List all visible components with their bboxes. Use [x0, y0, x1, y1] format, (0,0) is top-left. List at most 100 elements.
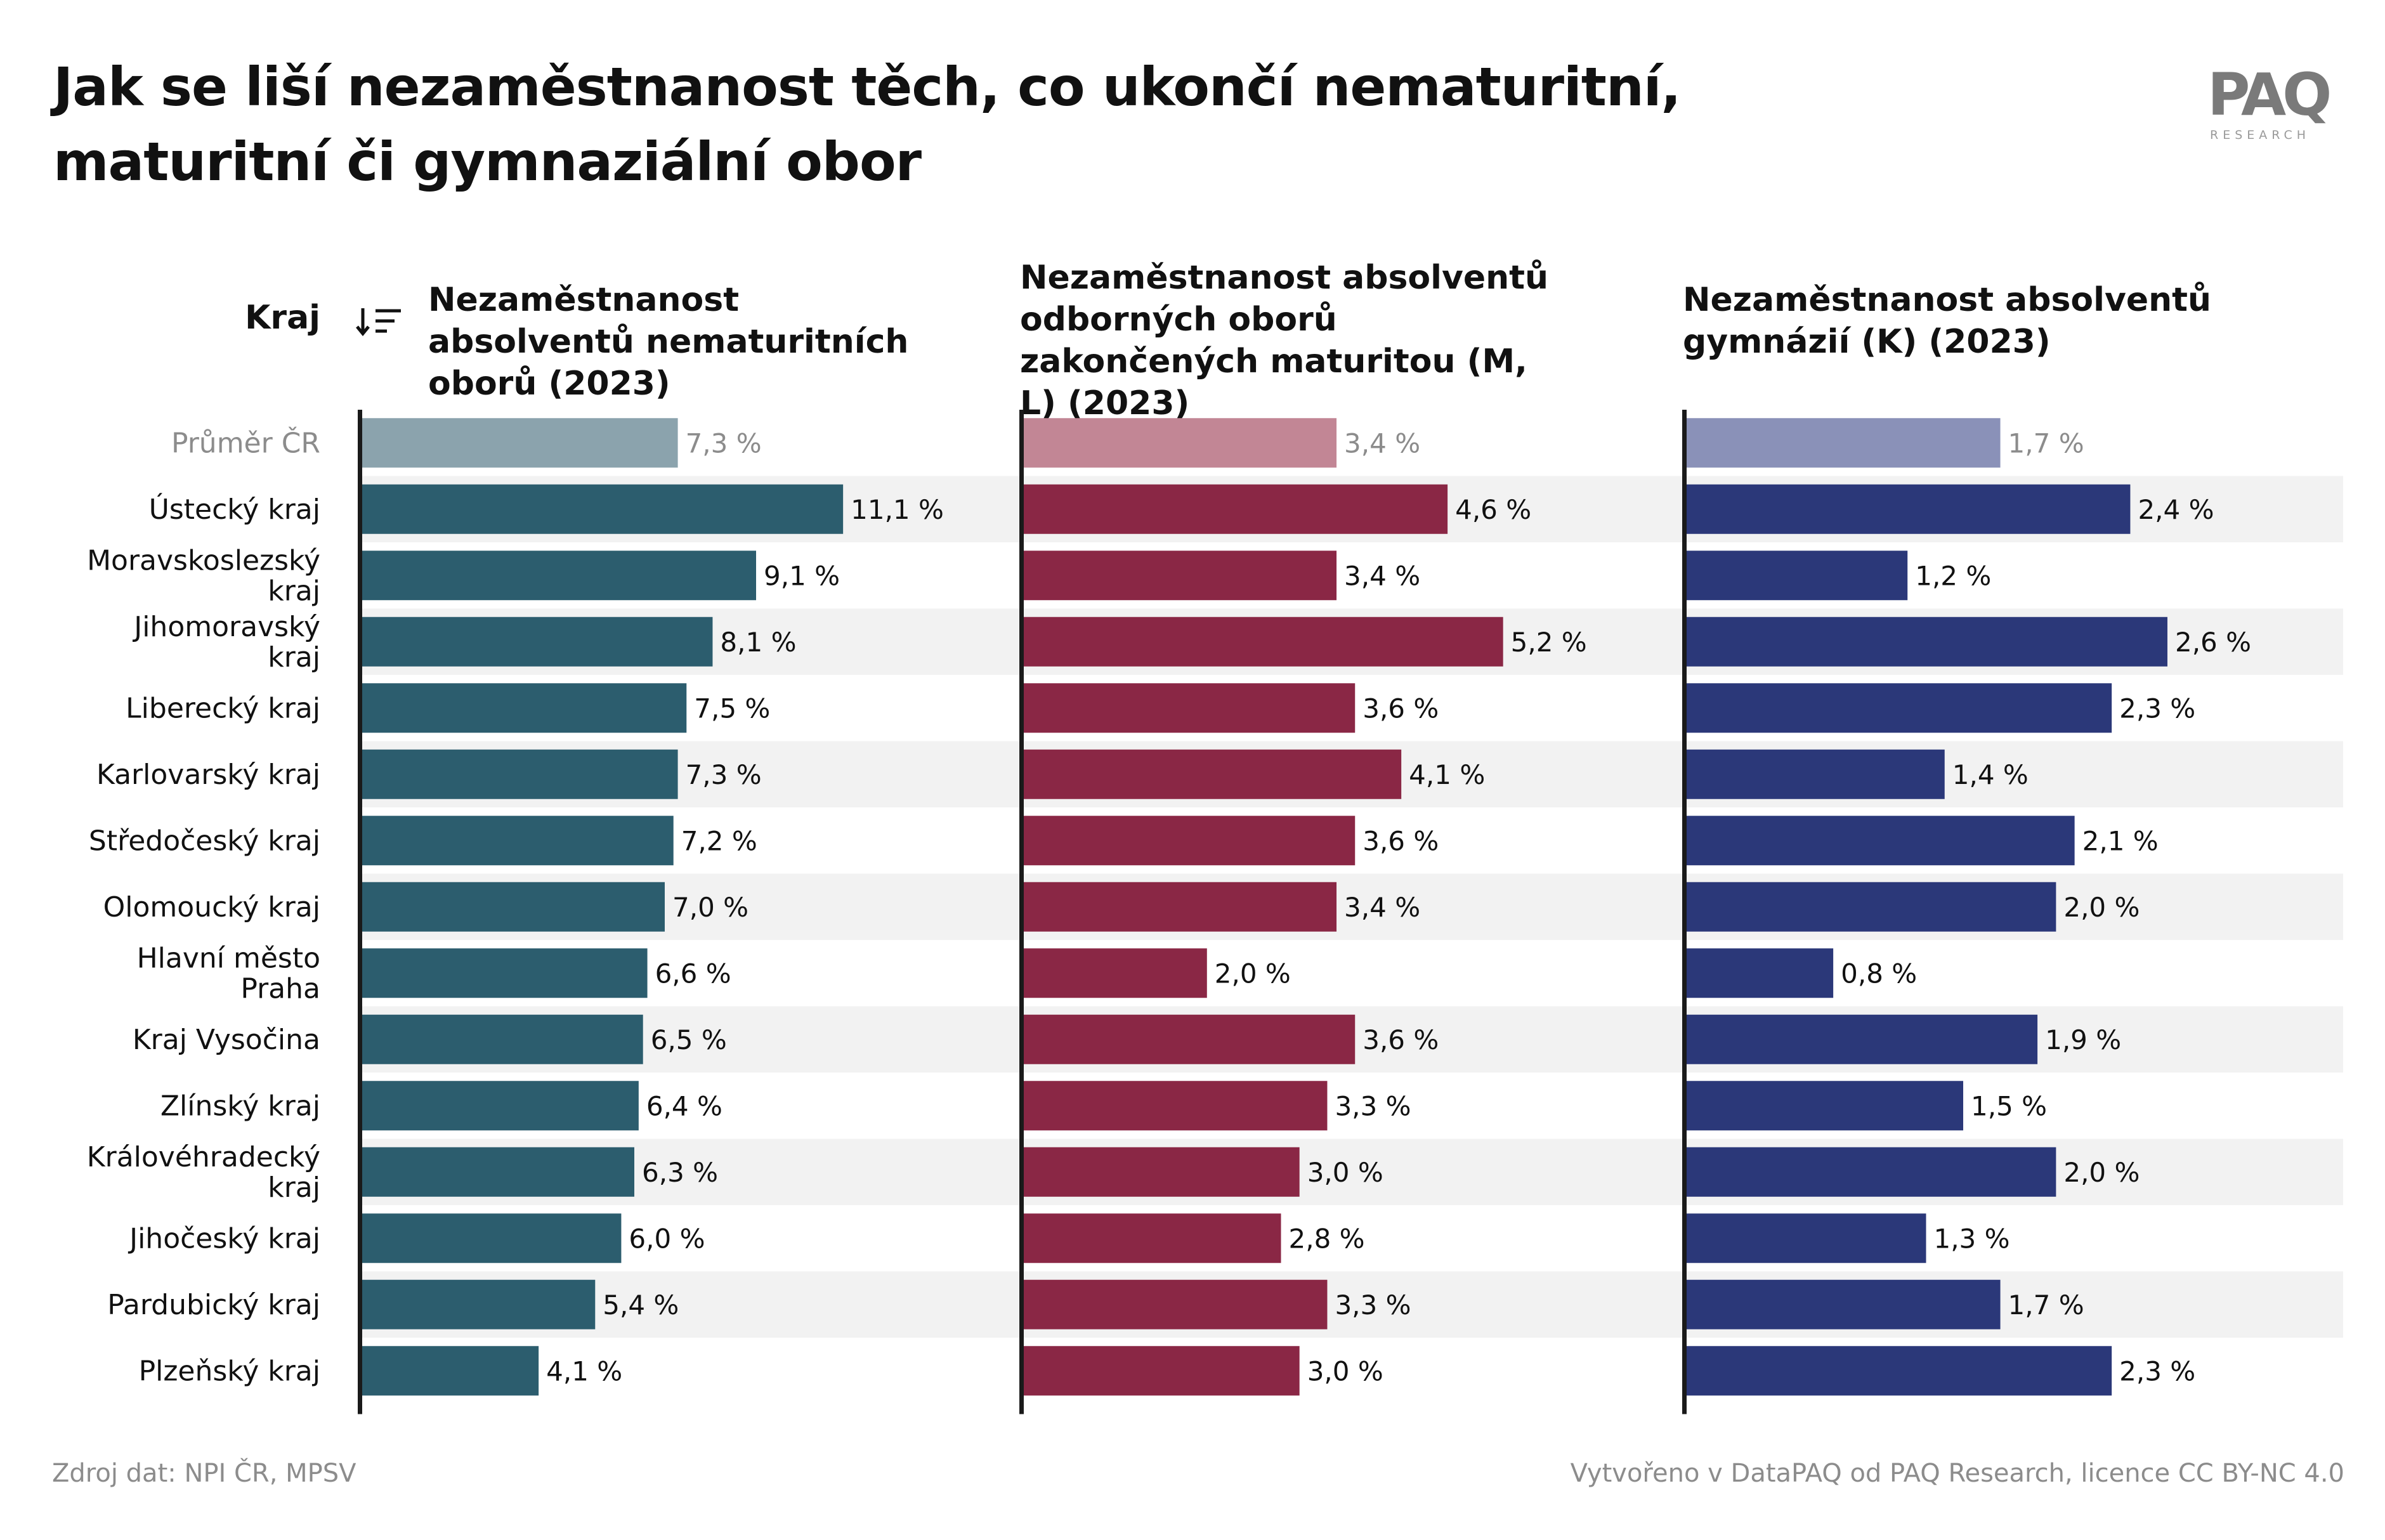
series-header-gymnazia: Nezaměstnanost absolventů gymnázií (K) (…: [1683, 281, 2212, 361]
value-label: 5,4 %: [603, 1289, 679, 1321]
category-label: Středočeský kraj: [89, 825, 320, 857]
bar: [1022, 418, 1337, 468]
bar: [360, 1081, 639, 1131]
value-label: 6,5 %: [651, 1024, 727, 1055]
bar: [1685, 749, 1945, 799]
value-label: 4,1 %: [546, 1355, 622, 1387]
category-label: Moravskoslezský kraj: [87, 544, 320, 607]
value-label: 1,7 %: [2008, 1289, 2084, 1321]
value-label: 1,9 %: [2045, 1024, 2121, 1055]
value-label: 6,4 %: [646, 1090, 722, 1121]
bar: [1022, 816, 1356, 866]
axis-line: [1019, 410, 1024, 1414]
bar: [1685, 882, 2056, 932]
category-label: Kraj Vysočina: [133, 1024, 320, 1056]
bar: [1685, 1279, 2001, 1329]
value-label: 1,5 %: [1971, 1090, 2047, 1121]
value-label: 9,1 %: [764, 560, 840, 591]
value-label: 3,6 %: [1362, 825, 1439, 856]
value-label: 3,3 %: [1335, 1090, 1411, 1121]
bar: [1685, 617, 2167, 667]
bar: [360, 418, 678, 468]
value-label: 2,8 %: [1289, 1223, 1365, 1254]
bar: [1685, 1014, 2038, 1064]
paq-research-logo: PAQ RESEARCH: [2207, 63, 2341, 149]
value-label: 3,4 %: [1344, 560, 1420, 591]
value-label: 8,1 %: [720, 627, 796, 658]
category-label: Pardubický kraj: [107, 1289, 320, 1321]
value-label: 3,6 %: [1362, 693, 1439, 724]
bar: [1022, 551, 1337, 601]
bar: [1022, 1346, 1300, 1396]
value-label: 2,1 %: [2082, 825, 2159, 856]
value-label: 3,3 %: [1335, 1289, 1411, 1321]
category-label: Ústecký kraj: [149, 492, 320, 526]
bar: [360, 1346, 539, 1396]
value-label: 2,3 %: [2119, 1355, 2195, 1387]
bar: [1685, 1147, 2056, 1197]
series-header-maturitni: Nezaměstnanost absolventů odborných obor…: [1020, 259, 1549, 422]
category-label: Plzeňský kraj: [139, 1355, 320, 1387]
category-label: Jihočeský kraj: [127, 1222, 320, 1255]
axis-line: [358, 410, 362, 1414]
value-label: 2,0 %: [1215, 958, 1291, 989]
bar: [1685, 1346, 2112, 1396]
bar: [1685, 418, 2001, 468]
bar: [1685, 816, 2075, 866]
value-label: 3,6 %: [1362, 1024, 1439, 1055]
bar: [1685, 1081, 1964, 1131]
kraj-column-header: Kraj: [245, 299, 320, 337]
logo-subtext: RESEARCH: [2210, 128, 2311, 142]
category-label: Průměr ČR: [171, 426, 320, 459]
bar: [360, 484, 844, 534]
sort-descending-icon[interactable]: [355, 303, 406, 341]
category-label: Karlovarský kraj: [96, 759, 320, 791]
bar: [1022, 1147, 1300, 1197]
bar: [1022, 1014, 1356, 1064]
bar: [1022, 749, 1402, 799]
bar: [360, 1279, 596, 1329]
value-label: 6,3 %: [642, 1157, 718, 1188]
bar: [360, 1014, 643, 1064]
value-label: 2,0 %: [2063, 892, 2140, 923]
category-label: Hlavní město Praha: [137, 942, 320, 1005]
bar: [1022, 948, 1207, 998]
value-label: 2,0 %: [2063, 1157, 2140, 1188]
value-label: 1,4 %: [1952, 759, 2029, 790]
value-label: 11,1 %: [851, 494, 944, 525]
value-label: 4,6 %: [1455, 494, 1531, 525]
category-label: Královéhradecký kraj: [87, 1141, 320, 1204]
value-label: 1,3 %: [1933, 1223, 2009, 1254]
bar: [360, 1147, 634, 1197]
value-label: 4,1 %: [1409, 759, 1485, 790]
value-label: 3,4 %: [1344, 427, 1420, 459]
value-label: 7,5 %: [694, 693, 770, 724]
value-label: 2,4 %: [2138, 494, 2214, 525]
bar: [1022, 484, 1448, 534]
bar: [1022, 1279, 1328, 1329]
source-note: Zdroj dat: NPI ČR, MPSV: [52, 1459, 356, 1488]
bar: [1685, 484, 2131, 534]
bar: [360, 1213, 622, 1263]
bar: [360, 551, 756, 601]
credit-note: Vytvořeno v DataPAQ od PAQ Research, lic…: [1570, 1459, 2344, 1488]
value-label: 7,2 %: [681, 825, 757, 856]
bar: [360, 816, 674, 866]
bar: [1022, 683, 1356, 733]
value-label: 6,6 %: [655, 958, 731, 989]
value-label: 1,2 %: [1915, 560, 1991, 591]
bar: [360, 617, 713, 667]
bar: [1022, 882, 1337, 932]
category-label: Jihomoravský kraj: [132, 611, 320, 674]
bar: [1685, 551, 1908, 601]
bar: [1022, 1081, 1328, 1131]
value-label: 7,3 %: [686, 427, 762, 459]
logo-text: PAQ: [2207, 61, 2332, 129]
category-label: Liberecký kraj: [126, 692, 320, 724]
axis-line: [1682, 410, 1687, 1414]
bar: [360, 683, 687, 733]
bar: [360, 749, 678, 799]
value-label: 0,8 %: [1841, 958, 1917, 989]
bar: [360, 882, 665, 932]
